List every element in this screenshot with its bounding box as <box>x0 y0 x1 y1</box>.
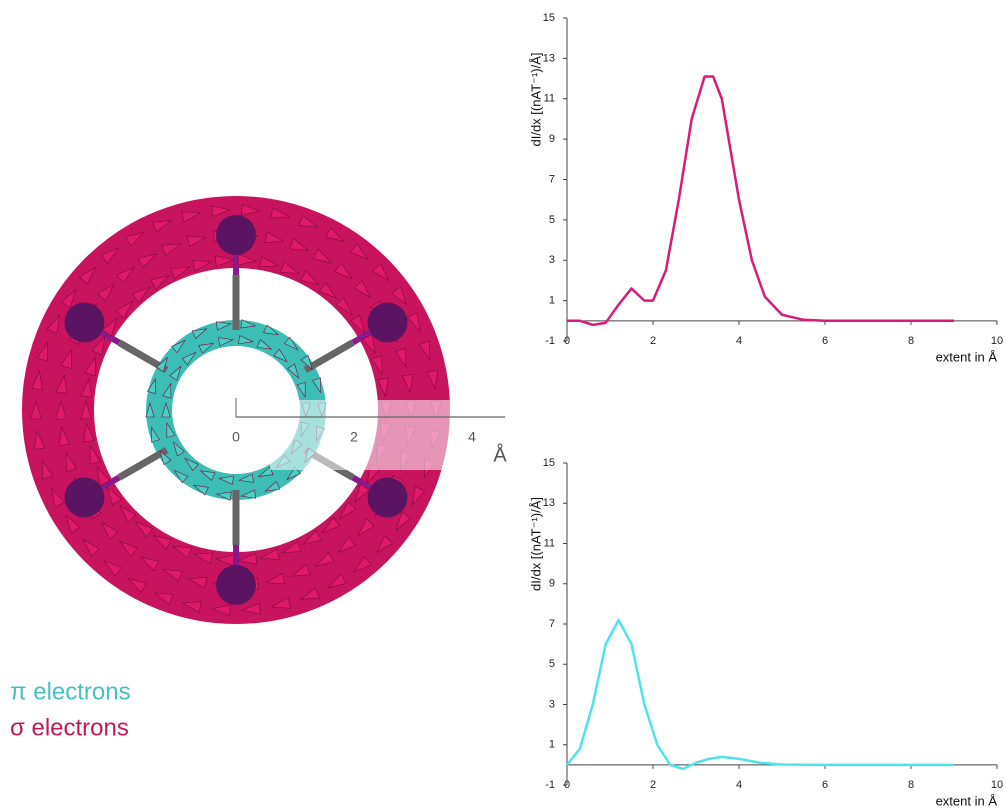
y-tick-label: 3 <box>549 254 555 266</box>
highlight-band <box>270 400 450 470</box>
atom <box>368 478 408 518</box>
y-tick-label: 1 <box>549 739 555 751</box>
bond <box>305 343 353 371</box>
x-tick-label: 0 <box>564 335 570 347</box>
y-axis-label: dI/dx [(nAT⁻¹)/Å] <box>528 497 543 591</box>
y-tick-label: 11 <box>544 93 555 105</box>
figure: 0 2 4 Å π electrons σ electrons -1135791… <box>0 0 1006 810</box>
page: {"chart_data": [ {"type": "line", "x": [… <box>0 0 1006 810</box>
atom <box>368 303 408 343</box>
bond <box>119 450 167 478</box>
y-tick-label: -1 <box>545 779 555 791</box>
diagram-axis-unit: Å <box>493 443 507 466</box>
diagram-tick-label: 0 <box>232 429 240 445</box>
x-axis-label: extent in Å <box>936 349 998 364</box>
x-tick-label: 6 <box>822 335 828 347</box>
atom <box>216 215 256 255</box>
diagram-tick-label: 4 <box>468 429 476 445</box>
y-tick-label: 7 <box>549 173 555 185</box>
y-tick-label: 5 <box>549 658 555 670</box>
data-line <box>567 77 954 325</box>
x-tick-label: 2 <box>650 779 656 791</box>
x-tick-label: 4 <box>736 335 742 347</box>
diagram-tick-label: 2 <box>350 429 358 445</box>
data-line <box>567 620 954 769</box>
y-tick-label: 9 <box>549 578 555 590</box>
atom <box>64 303 104 343</box>
x-tick-label: 0 <box>564 779 570 791</box>
y-tick-label: 5 <box>549 214 555 226</box>
y-tick-label: 9 <box>549 133 555 145</box>
x-tick-label: 6 <box>822 779 828 791</box>
x-tick-label: 10 <box>991 779 1003 791</box>
x-tick-label: 4 <box>736 779 742 791</box>
y-tick-label: 11 <box>544 537 555 549</box>
y-tick-label: 13 <box>543 52 555 64</box>
x-axis-label: extent in Å <box>936 793 998 808</box>
x-tick-label: 8 <box>908 779 914 791</box>
x-tick-label: 2 <box>650 335 656 347</box>
y-axis-label: dI/dx [(nAT⁻¹)/Å] <box>528 52 543 146</box>
x-tick-label: 8 <box>908 335 914 347</box>
y-tick-label: 15 <box>543 12 555 24</box>
x-tick-label: 10 <box>991 335 1003 347</box>
legend-sigma: σ electrons <box>10 714 129 741</box>
y-tick-label: 1 <box>549 295 555 307</box>
y-tick-label: 7 <box>549 618 555 630</box>
y-tick-label: 13 <box>543 497 555 509</box>
atom <box>216 565 256 605</box>
y-tick-label: 15 <box>543 457 555 469</box>
y-tick-label: -1 <box>545 335 555 347</box>
y-tick-label: 3 <box>549 698 555 710</box>
molecule-diagram <box>31 205 450 616</box>
atom <box>64 478 104 518</box>
legend-pi: π electrons <box>10 678 131 705</box>
